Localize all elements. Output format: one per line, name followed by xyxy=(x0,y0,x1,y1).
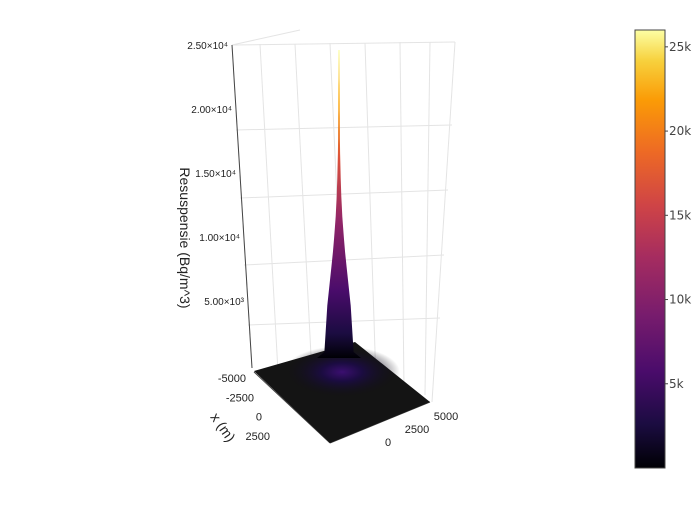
colorbar-tick-label: 25k xyxy=(669,40,691,54)
z-axis-title: Resuspensie (Bq/m^3) xyxy=(177,167,193,308)
z-tick-label: 2.00×10⁴ xyxy=(191,105,232,116)
x-tick-label: 0 xyxy=(256,412,262,424)
y-tick-label: 0 xyxy=(385,437,391,449)
colorbar-tick-label: 5k xyxy=(669,377,684,391)
y-tick-label: 2500 xyxy=(405,424,429,436)
z-tick-label: 5.00×10³ xyxy=(204,297,244,308)
x-tick-label: -2500 xyxy=(226,392,254,404)
z-tick-label: 1.50×10⁴ xyxy=(195,169,236,180)
z-axis-line xyxy=(231,44,253,369)
colorbar-tick-label: 15k xyxy=(669,208,691,222)
z-tick-label: 2.50×10⁴ xyxy=(187,41,228,52)
x-tick-label: 2500 xyxy=(246,431,270,443)
colorbar: 5k 10k 15k 20k 25k xyxy=(634,29,691,469)
colorbar-ticks: 5k 10k 15k 20k 25k xyxy=(665,40,691,391)
colorbar-tick-label: 20k xyxy=(669,124,691,138)
y-axis-ticks: 0 2500 5000 xyxy=(385,411,458,449)
x-tick-label: -5000 xyxy=(218,373,246,385)
z-tick-label: 1.00×10⁴ xyxy=(199,233,240,244)
colorbar-tick-label: 10k xyxy=(669,293,691,307)
y-tick-label: 5000 xyxy=(434,411,458,423)
z-axis-ticks: 5.00×10³ 1.00×10⁴ 1.50×10⁴ 2.00×10⁴ 2.50×10⁴ xyxy=(187,41,244,308)
surface-base xyxy=(254,342,430,443)
x-axis-title: x (m) xyxy=(207,409,238,444)
colorbar-gradient xyxy=(634,29,666,469)
surface-base-glow xyxy=(284,346,400,398)
x-axis-line xyxy=(253,371,331,444)
surface-peak xyxy=(317,50,361,358)
